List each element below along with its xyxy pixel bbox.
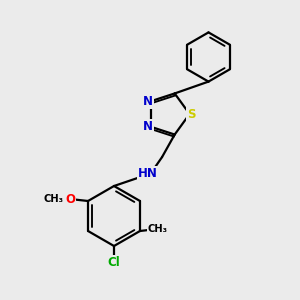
- Text: CH₃: CH₃: [148, 224, 168, 235]
- Text: Cl: Cl: [108, 256, 120, 269]
- Text: S: S: [187, 107, 195, 121]
- Text: HN: HN: [138, 167, 158, 180]
- Text: O: O: [65, 193, 75, 206]
- Text: N: N: [143, 95, 153, 108]
- Text: CH₃: CH₃: [44, 194, 64, 205]
- Text: N: N: [143, 120, 153, 133]
